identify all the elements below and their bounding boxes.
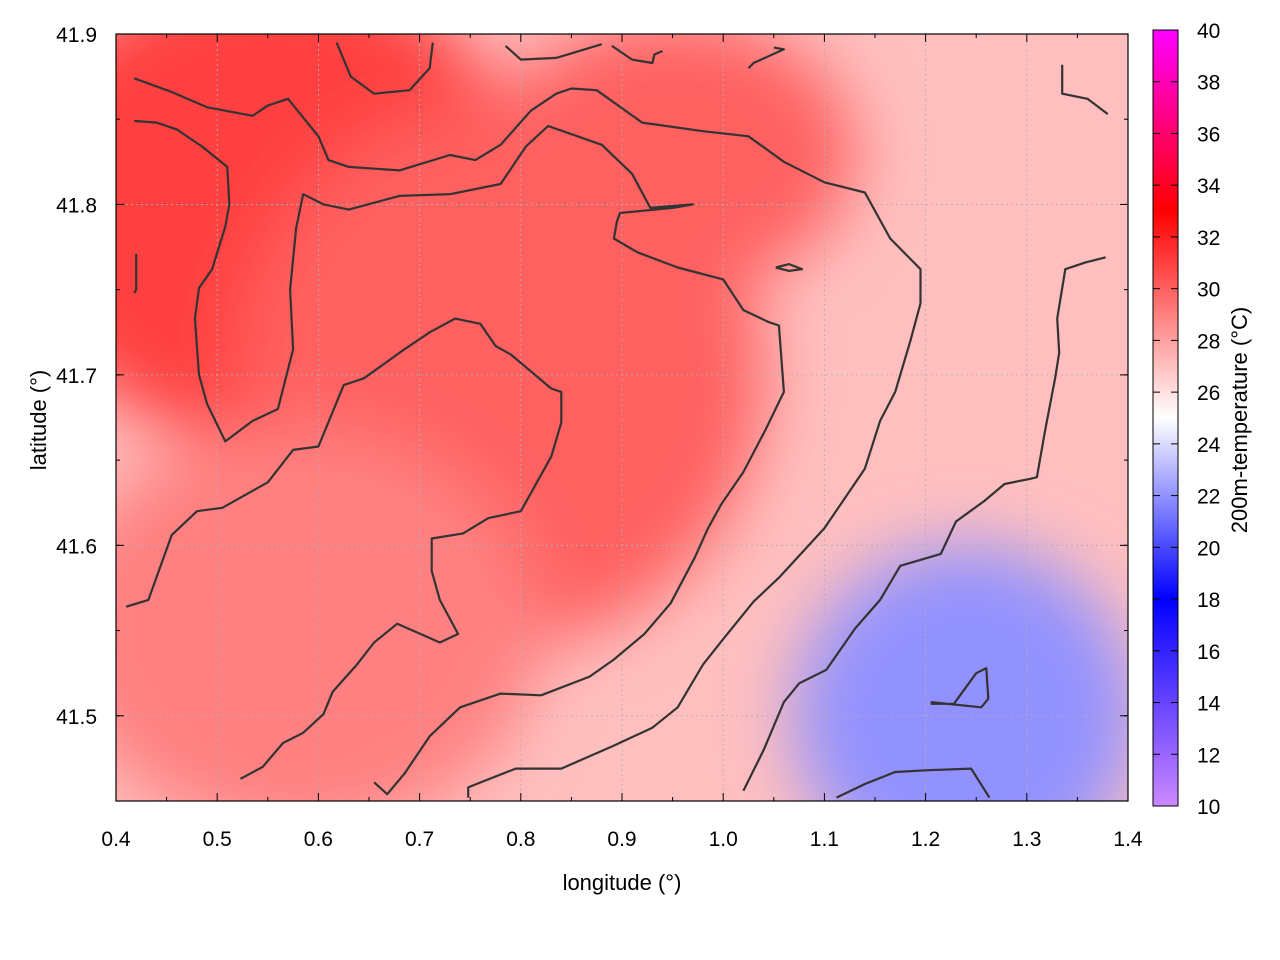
- x-tick-label: 1.3: [1012, 828, 1041, 851]
- colorbar-frame: [1152, 29, 1179, 807]
- colorbar-tick-label: 26: [1197, 382, 1220, 405]
- contour-8: [335, 42, 434, 95]
- y-tick-label: 41.8: [56, 194, 97, 217]
- heat-region-south-west-2: [116, 426, 541, 801]
- heat-region-south-east-4: [794, 545, 1128, 801]
- x-tick-label: 0.5: [203, 828, 232, 851]
- contour-3: [125, 317, 563, 780]
- contour-5: [836, 767, 991, 799]
- contour-7: [775, 263, 804, 272]
- y-axis: 41.5 41.6 41.7 41.8 41.9: [56, 24, 1128, 802]
- contour-1: [133, 77, 922, 798]
- x-tick-label: 0.8: [506, 828, 535, 851]
- y-tick-label: 41.5: [56, 706, 97, 729]
- colorbar-tick-label: 28: [1197, 330, 1220, 353]
- colorbar-tick-label: 38: [1197, 72, 1220, 95]
- colorbar-tick-label: 32: [1197, 227, 1220, 250]
- x-tick-label: 0.6: [304, 828, 333, 851]
- colorbar-tick-label: 30: [1197, 279, 1220, 302]
- colorbar-tick-label: 36: [1197, 123, 1220, 146]
- colorbar-tick-label: 22: [1197, 486, 1220, 509]
- contour-lines: [125, 42, 1109, 799]
- x-tick-label: 1.1: [810, 828, 839, 851]
- colorbar-title: 200m-temperature (°C): [1227, 307, 1252, 533]
- y-axis-title: latitude (°): [26, 370, 51, 471]
- x-tick-label: 1.0: [709, 828, 738, 851]
- contour-2: [134, 119, 786, 796]
- colorbar-tick-label: 18: [1197, 589, 1220, 612]
- heatmap-field: [116, 34, 1128, 801]
- y-tick-label: 41.7: [56, 365, 97, 388]
- heat-region-centre-3: [490, 34, 855, 290]
- contour-10: [611, 44, 663, 65]
- colorbar: 10 12 14 16 18 20 22 24 26 28 30 32 34 36 38 40: [1152, 20, 1221, 819]
- contour-12: [1061, 64, 1109, 115]
- colorbar-tick-label: 16: [1197, 641, 1220, 664]
- x-tick-label: 0.4: [101, 828, 131, 851]
- colorbar-tick-label: 24: [1197, 434, 1221, 457]
- contour-13: [133, 253, 138, 294]
- x-tick-label: 0.7: [405, 828, 434, 851]
- colorbar-tick-label: 34: [1197, 175, 1221, 198]
- colorbar-tick-label: 10: [1197, 796, 1220, 819]
- colorbar-tick-label: 14: [1197, 693, 1221, 716]
- x-tick-label: 0.9: [607, 828, 636, 851]
- x-axis-title: longitude (°): [563, 870, 682, 895]
- contour-6: [930, 666, 990, 709]
- contour-4: [742, 256, 1106, 792]
- x-tick-label: 1.2: [911, 828, 940, 851]
- contour-9: [504, 43, 603, 61]
- contour-11: [747, 46, 786, 69]
- x-tick-label: 1.4: [1113, 828, 1143, 851]
- colorbar-tick-label: 40: [1197, 20, 1220, 43]
- colorbar-fill: [1153, 30, 1178, 806]
- colorbar-tick-label: 12: [1197, 744, 1220, 767]
- colorbar-tick-label: 20: [1197, 537, 1220, 560]
- y-tick-label: 41.9: [56, 24, 97, 47]
- x-axis: 0.4 0.5 0.6 0.7 0.8 0.9 1.0 1.1 1.2 1.3 1.4: [101, 34, 1143, 851]
- y-tick-label: 41.6: [56, 535, 97, 558]
